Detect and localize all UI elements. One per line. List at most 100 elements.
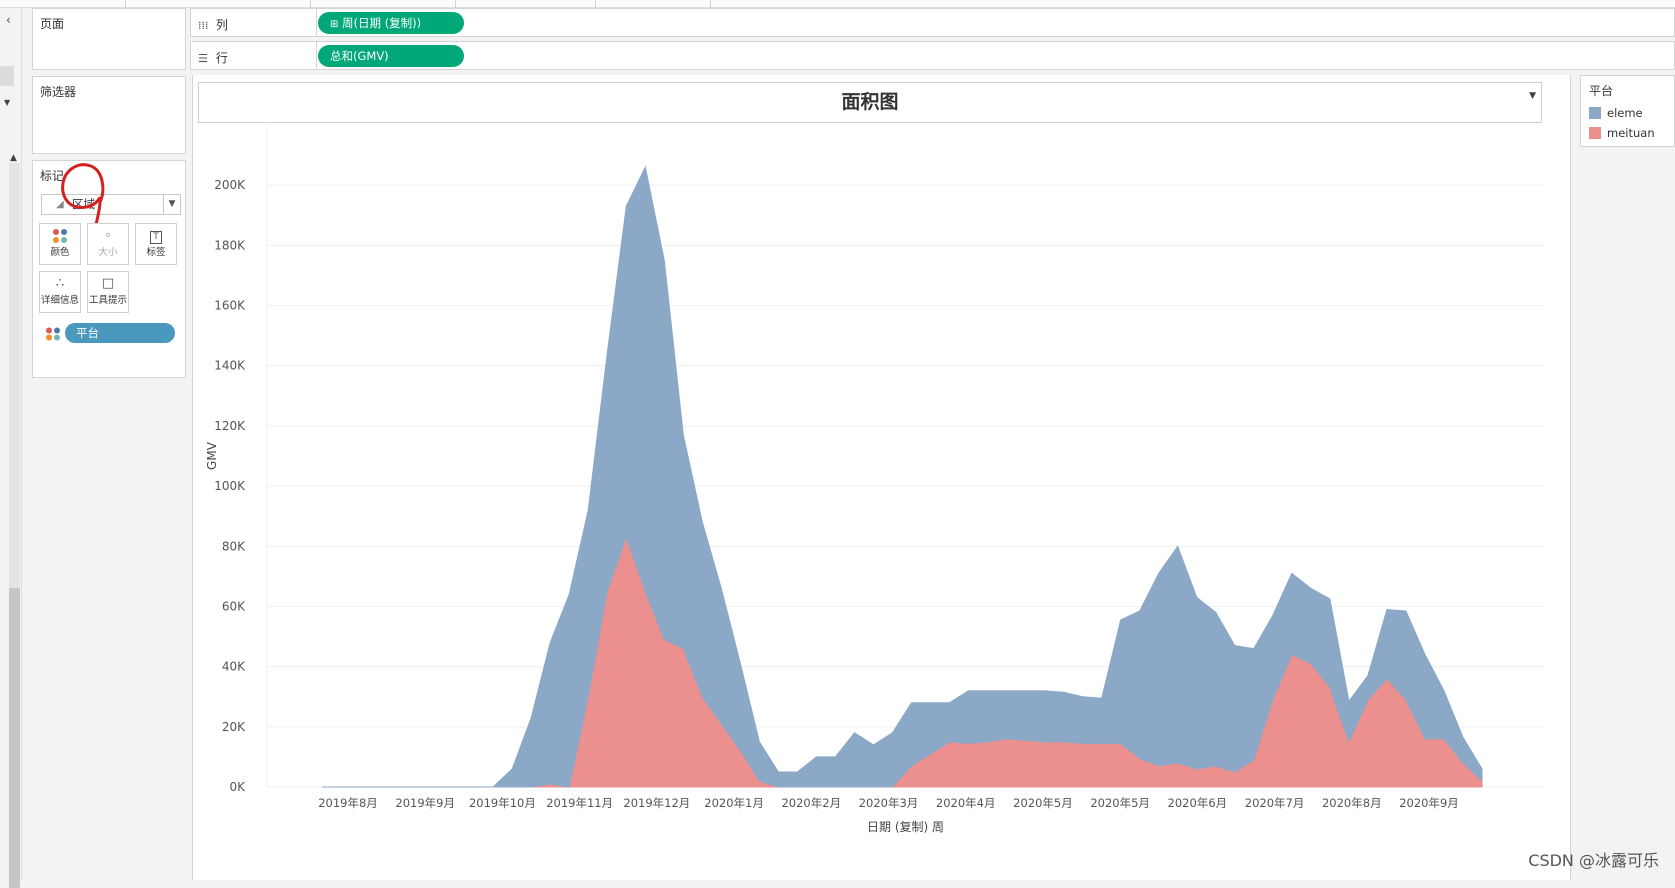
pages-card-title: 页面 [40,17,65,31]
x-axis-ticks: 2019年8月 2019年9月 2019年10月 2019年11月 2019年12月 20… [318,796,1459,810]
size-button-label: 大小 [98,247,118,258]
shelf-divider [316,9,317,36]
x-tick-label: 2020年6月 [1168,796,1228,810]
x-tick-label: 2020年9月 [1399,796,1459,810]
color-legend: 平台 eleme meituan [1580,75,1675,147]
tooltip-icon: □ [101,276,115,291]
title-dropdown-icon[interactable]: ▼ [1529,91,1536,101]
chevron-down-icon[interactable]: ▼ [163,195,180,214]
filters-card-title: 筛选器 [40,85,77,99]
y-tick-label: 180K [214,238,246,252]
columns-shelf[interactable]: ⁞⁞⁞ 列 ⊞ 周(日期 (复制)) [190,8,1675,37]
detail-button[interactable]: ∴ 详细信息 [39,271,81,313]
legend-label: meituan [1607,126,1655,140]
color-field-icon [46,327,60,341]
label-button[interactable]: T 标签 [135,223,177,265]
rows-shelf-label: ☰ 行 [198,49,228,66]
legend-title: 平台 [1589,84,1614,98]
x-tick-label: 2019年9月 [395,796,455,810]
y-tick-label: 40K [222,660,246,674]
label-button-label: 标签 [146,247,166,258]
rows-shelf[interactable]: ☰ 行 总和(GMV) [190,41,1675,70]
legend-swatch [1589,107,1601,119]
legend-item-eleme[interactable]: eleme [1589,106,1643,120]
x-tick-label: 2020年4月 [936,796,996,810]
y-tick-label: 160K [214,299,246,313]
red-annotation-circle [61,163,105,236]
worksheet-title-box[interactable]: 面积图 ▼ [198,82,1542,123]
detail-button-label: 详细信息 [40,295,79,306]
rows-pill[interactable]: 总和(GMV) [318,45,464,67]
x-tick-label: 2020年2月 [781,796,841,810]
y-tick-label: 60K [222,599,246,613]
dropdown-caret-icon[interactable]: ▼ [4,98,11,107]
columns-icon: ⁞⁞⁞ [198,19,209,32]
x-tick-label: 2019年12月 [623,796,690,810]
color-button-label: 颜色 [50,247,70,258]
x-tick-label: 2020年3月 [859,796,919,810]
tab-separator [125,0,126,8]
x-tick-label: 2020年1月 [704,796,764,810]
y-tick-label: 100K [214,479,246,493]
x-tick-label: 2020年5月 [1013,796,1073,810]
tab-separator [595,0,596,8]
chart-title: 面积图 [841,91,899,113]
y-tick-label: 0K [229,780,246,794]
chart-areas [322,165,1483,788]
vertical-scrollbar[interactable] [9,163,20,880]
tab-separator [310,0,311,8]
watermark-text: CSDN @冰露可乐 [1528,851,1659,870]
x-tick-label: 2019年8月 [318,796,378,810]
rows-icon: ☰ [198,52,208,65]
legend-label: eleme [1607,106,1643,120]
y-axis-label: GMV [205,441,219,470]
x-tick-label: 2019年11月 [546,796,613,810]
columns-shelf-label: ⁞⁞⁞ 列 [198,16,228,33]
scrollbar-thumb[interactable] [9,588,20,888]
rows-label-text: 行 [215,51,228,65]
y-tick-label: 140K [214,359,246,373]
tab-separator [455,0,456,8]
x-tick-label: 2020年8月 [1322,796,1382,810]
scroll-up-icon[interactable]: ▲ [10,153,17,163]
area-mark-icon: ◢ [56,199,64,210]
columns-label-text: 列 [215,18,228,32]
label-icon: T [136,224,176,246]
y-tick-label: 20K [222,720,246,734]
area-chart: 0K 20K 40K 60K 80K 100K 120K 140K 160K 180K 200K 2… [205,125,1544,834]
top-toolbar-strip [0,0,1675,8]
columns-pill-text: 周(日期 (复制)) [342,16,422,30]
shelf-divider [316,42,317,69]
legend-item-meituan[interactable]: meituan [1589,126,1655,140]
collapse-chevron-icon[interactable]: ‹ [6,13,11,27]
tab-separator [710,0,711,8]
x-tick-label: 2020年5月 [1090,796,1150,810]
x-tick-label: 2020年7月 [1245,796,1305,810]
columns-pill[interactable]: ⊞ 周(日期 (复制)) [318,12,464,34]
y-tick-label: 80K [222,539,246,553]
mark-type-dropdown[interactable]: ◢ 区域 ▼ [41,194,181,215]
color-button[interactable]: 颜色 [39,223,81,265]
tooltip-button-label: 工具提示 [88,295,127,306]
x-axis-label: 日期 (复制) 周 [867,820,944,834]
pane-item[interactable] [0,66,14,86]
marks-card-title: 标记 [40,169,65,183]
x-tick-label: 2019年10月 [469,796,536,810]
detail-icon: ∴ [55,276,65,291]
color-dots-icon [40,224,80,246]
filters-card[interactable]: 筛选器 [32,76,186,154]
y-tick-label: 200K [214,178,246,192]
y-tick-label: 120K [214,419,246,433]
area-series-eleme[interactable] [322,165,1483,788]
legend-swatch [1589,127,1601,139]
platform-color-pill[interactable]: 平台 [65,323,175,343]
chart-gridlines [266,125,1544,788]
size-button[interactable]: ∘ 大小 [87,223,129,265]
size-icon: ∘ [103,228,113,243]
left-data-pane-collapsed: ‹ ▼ ▲ [0,8,22,888]
expand-plus-icon[interactable]: ⊞ [330,19,339,30]
tooltip-button[interactable]: □ 工具提示 [87,271,129,313]
pages-card[interactable]: 页面 [32,8,186,70]
y-axis-ticks: 0K 20K 40K 60K 80K 100K 120K 140K 160K 180K 200K [214,178,246,794]
marks-card: 标记 ◢ 区域 ▼ 颜色 ∘ 大小 T 标签 ∴ 详细信息 □ 工具提示 平台 [32,160,186,378]
